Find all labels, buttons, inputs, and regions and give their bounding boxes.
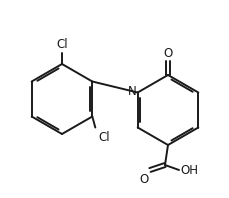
- Text: OH: OH: [179, 165, 197, 177]
- Text: Cl: Cl: [56, 38, 68, 51]
- Text: O: O: [139, 173, 148, 186]
- Text: N: N: [127, 85, 136, 98]
- Text: Cl: Cl: [98, 130, 109, 144]
- Text: O: O: [163, 47, 172, 60]
